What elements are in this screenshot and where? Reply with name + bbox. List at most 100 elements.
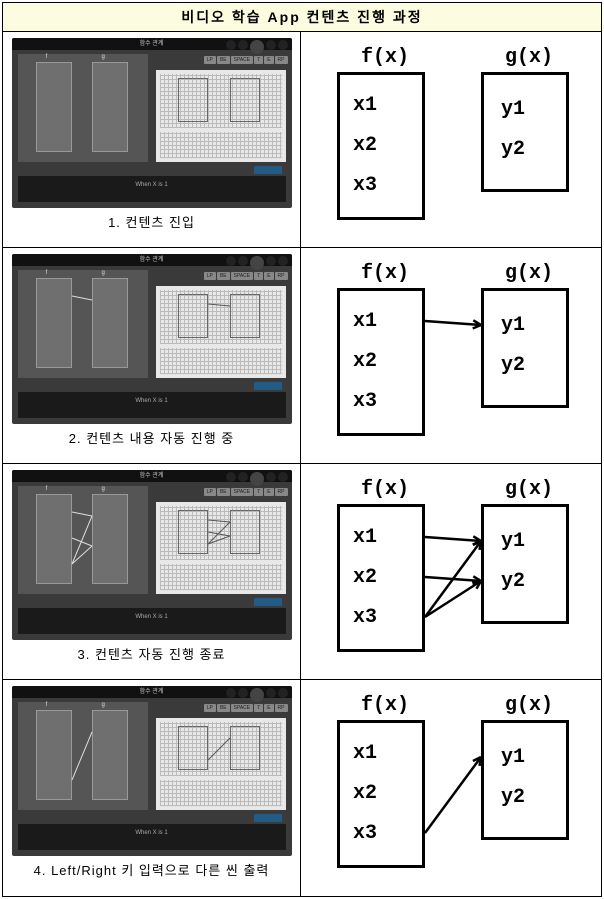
g-item: y1 (501, 746, 525, 769)
f-item: x3 (353, 822, 377, 845)
keyboard-key: BE (217, 704, 230, 712)
keyboard-key: SPACE (231, 272, 254, 280)
keyboard-key: RP (275, 488, 288, 496)
keyboard-key: E (264, 272, 273, 280)
app-bottom-bar: When X is 1 (18, 176, 286, 202)
app-screenshot: 함수 관계LPBESPACETERPfgWhen X is 1 (12, 38, 292, 208)
mini-fx-label: f (46, 702, 48, 708)
right-mini-gx-box (230, 78, 260, 122)
right-mini-gx-box (230, 294, 260, 338)
f-item: x3 (353, 606, 377, 629)
f-item: x1 (353, 742, 377, 765)
f-item: x2 (353, 782, 377, 805)
f-item: x3 (353, 390, 377, 413)
app-left-panel: fg (18, 486, 148, 594)
g-item: y1 (501, 98, 525, 121)
diagram-cell: f(x)g(x)x1x2x3y1y2 (301, 464, 601, 679)
mini-gx-label: g (102, 54, 105, 60)
app-control-dot (266, 472, 276, 482)
keyboard-key: T (254, 488, 263, 496)
app-control-dot (278, 688, 288, 698)
g-item: y2 (501, 570, 525, 593)
keyboard-key: LP (204, 488, 216, 496)
f-item: x1 (353, 310, 377, 333)
app-screenshot-cell: 함수 관계LPBESPACETERPfgWhen X is 12. 컨텐츠 내용… (3, 248, 301, 463)
app-bottom-text: When X is 1 (18, 392, 286, 404)
f-label: f(x) (361, 46, 409, 69)
f-label: f(x) (361, 478, 409, 501)
keyboard-key: E (264, 488, 273, 496)
g-item: y1 (501, 314, 525, 337)
app-control-dot (238, 40, 248, 50)
function-diagram: f(x)g(x)x1x2x3y1y2 (309, 38, 593, 242)
app-keyboard-row: LPBESPACETERP (204, 272, 288, 280)
mini-fx-label: f (46, 54, 48, 60)
f-label: f(x) (361, 262, 409, 285)
g-box (481, 288, 569, 408)
diagram-cell: f(x)g(x)x1x2x3y1y2 (301, 680, 601, 896)
right-mini-fx-box (178, 78, 208, 122)
keyboard-key: T (254, 56, 263, 64)
g-box (481, 504, 569, 624)
app-logo (254, 814, 282, 822)
app-control-dot (250, 688, 264, 702)
braille-output-row (160, 780, 282, 806)
mini-gx-box (92, 278, 128, 368)
f-item: x1 (353, 94, 377, 117)
mini-gx-box (92, 494, 128, 584)
keyboard-key: BE (217, 56, 230, 64)
app-control-dot (266, 688, 276, 698)
mini-fx-label: f (46, 486, 48, 492)
figure-title: 비디오 학습 App 컨텐츠 진행 과정 (3, 3, 601, 32)
app-control-dot (226, 472, 236, 482)
app-screenshot-cell: 함수 관계LPBESPACETERPfgWhen X is 11. 컨텐츠 진입 (3, 32, 301, 247)
right-mini-fx-box (178, 294, 208, 338)
braille-output-row (160, 564, 282, 590)
right-mini-fx-box (178, 510, 208, 554)
mini-fx-box (36, 494, 72, 584)
app-control-dot (250, 256, 264, 270)
function-diagram: f(x) g(x) x1 x2 x3 y1 y2 (309, 254, 593, 458)
g-item: y2 (501, 354, 525, 377)
f-box (337, 720, 425, 868)
keyboard-key: SPACE (231, 488, 254, 496)
mini-fx-label: f (46, 270, 48, 276)
step-row-2: 함수 관계LPBESPACETERPfgWhen X is 12. 컨텐츠 내용… (3, 248, 601, 464)
right-mini-fx-box (178, 726, 208, 770)
g-box (481, 72, 569, 192)
app-control-dot (278, 40, 288, 50)
g-label: g(x) (505, 262, 553, 285)
g-item: y2 (501, 138, 525, 161)
diagram-cell: f(x) g(x) x1 x2 x3 y1 y2 (301, 248, 601, 463)
f-item: x2 (353, 350, 377, 373)
mini-gx-label: g (102, 486, 105, 492)
step-caption: 4. Left/Right 키 입력으로 다른 씬 출력 (34, 860, 270, 879)
braille-output-row (160, 132, 282, 158)
app-screenshot-cell: 함수 관계LPBESPACETERPfgWhen X is 14. Left/R… (3, 680, 301, 896)
app-bottom-bar: When X is 1 (18, 824, 286, 850)
keyboard-key: BE (217, 488, 230, 496)
keyboard-key: RP (275, 56, 288, 64)
app-right-panel (156, 502, 286, 594)
app-bottom-text: When X is 1 (18, 824, 286, 836)
g-label: g(x) (505, 46, 553, 69)
f-box (337, 288, 425, 436)
app-topright-controls (226, 688, 288, 702)
dot-grid (160, 722, 282, 776)
f-item: x3 (353, 174, 377, 197)
keyboard-key: LP (204, 704, 216, 712)
app-screenshot: 함수 관계LPBESPACETERPfgWhen X is 1 (12, 470, 292, 640)
app-topright-controls (226, 40, 288, 54)
keyboard-key: E (264, 56, 273, 64)
app-left-panel: fg (18, 54, 148, 162)
f-label: f(x) (361, 694, 409, 717)
f-box (337, 504, 425, 652)
app-right-panel (156, 718, 286, 810)
f-item: x1 (353, 526, 377, 549)
function-diagram: f(x)g(x)x1x2x3y1y2 (309, 470, 593, 674)
keyboard-key: BE (217, 272, 230, 280)
app-control-dot (278, 256, 288, 266)
keyboard-key: T (254, 272, 263, 280)
g-label: g(x) (505, 694, 553, 717)
app-control-dot (238, 472, 248, 482)
